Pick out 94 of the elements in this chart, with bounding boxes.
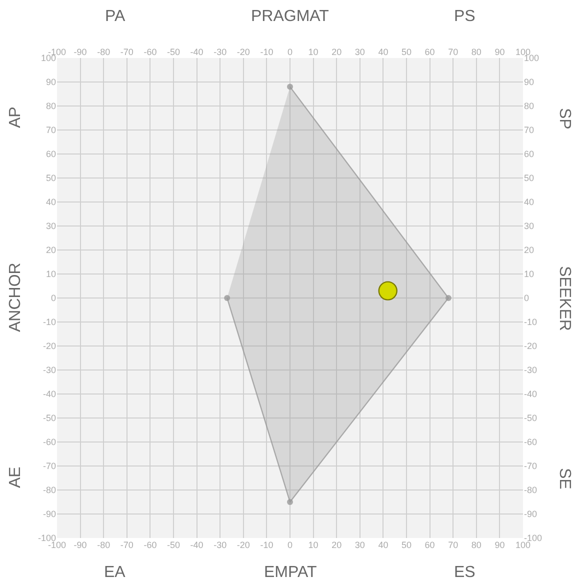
point bbox=[287, 499, 293, 505]
y-tick-label: 90 bbox=[46, 77, 56, 88]
y2-tick-label: 10 bbox=[524, 269, 534, 280]
x-tick-label: -10 bbox=[260, 47, 274, 58]
y2-tick-label: 50 bbox=[524, 173, 534, 184]
x-tick-label: 60 bbox=[424, 47, 435, 58]
x2-tick-label: 40 bbox=[378, 540, 388, 550]
x-tick-label: 70 bbox=[448, 47, 458, 58]
text: EA bbox=[104, 564, 126, 581]
text: ES bbox=[454, 564, 476, 581]
y2-tick-label: -40 bbox=[524, 389, 538, 400]
text: ANCHOR bbox=[7, 262, 24, 332]
x2-tick-label: 20 bbox=[332, 540, 342, 550]
y-tick-label: -10 bbox=[42, 317, 56, 328]
y-tick-label: -20 bbox=[42, 341, 56, 352]
y2-tick-label: -60 bbox=[524, 437, 538, 448]
x-tick-label: -30 bbox=[214, 47, 227, 58]
y-tick-label: -80 bbox=[42, 485, 56, 496]
y-tick-label: 60 bbox=[46, 149, 56, 160]
x-tick-label: 40 bbox=[378, 47, 388, 58]
y-tick-label: -40 bbox=[42, 389, 56, 400]
x-tick-label: 30 bbox=[354, 47, 365, 58]
x2-tick-label: -30 bbox=[214, 540, 227, 550]
x2-tick-label: 80 bbox=[471, 540, 482, 550]
x-tick-label: 20 bbox=[332, 47, 342, 58]
y2-tick-label: 0 bbox=[524, 293, 530, 304]
y-tick-label: 20 bbox=[46, 245, 56, 256]
text: SP bbox=[556, 108, 573, 130]
x-tick-label: -90 bbox=[74, 47, 87, 58]
y2-tick-label: -70 bbox=[524, 461, 538, 472]
text: AE bbox=[7, 466, 24, 488]
x-tick-label: -70 bbox=[120, 47, 134, 58]
x-tick-label: 50 bbox=[401, 47, 412, 58]
x2-tick-label: -90 bbox=[74, 540, 87, 550]
y2-tick-label: 20 bbox=[524, 245, 534, 256]
x-tick-label: -20 bbox=[236, 47, 250, 58]
y2-tick-label: 60 bbox=[524, 149, 534, 160]
point bbox=[378, 281, 398, 300]
x-tick-label: -80 bbox=[97, 47, 110, 58]
y-tick-label: -50 bbox=[42, 413, 56, 424]
x2-tick-label: 0 bbox=[287, 540, 293, 550]
y2-tick-label: -80 bbox=[524, 485, 538, 496]
x2-tick-label: 10 bbox=[308, 540, 318, 550]
x2-tick-label: -20 bbox=[236, 540, 250, 550]
x2-tick-label: 70 bbox=[448, 540, 458, 550]
y2-tick-label: -10 bbox=[524, 317, 538, 328]
y-tick-label: -90 bbox=[42, 509, 56, 520]
y2-tick-label: 30 bbox=[524, 221, 534, 232]
y-tick-label: 10 bbox=[46, 269, 56, 280]
x2-tick-label: -10 bbox=[260, 540, 274, 550]
y2-tick-label: 70 bbox=[524, 125, 534, 136]
y-tick-label: 0 bbox=[50, 293, 56, 304]
y-tick-label: 40 bbox=[46, 197, 56, 208]
x2-tick-label: 30 bbox=[354, 540, 365, 550]
text: SE bbox=[556, 468, 573, 490]
x-tick-label: -40 bbox=[190, 47, 204, 58]
x-tick-label: 10 bbox=[308, 47, 318, 58]
point bbox=[224, 295, 230, 301]
y-tick-label: 70 bbox=[46, 125, 56, 136]
y-tick-label: 80 bbox=[46, 101, 56, 112]
x-tick-label: 90 bbox=[494, 47, 505, 58]
x2-tick-label: 60 bbox=[424, 540, 435, 550]
point bbox=[287, 84, 293, 90]
text: EMPAT bbox=[264, 564, 317, 581]
x-tick-label: -60 bbox=[144, 47, 157, 58]
y2-tick-label: 90 bbox=[524, 77, 534, 88]
text: PA bbox=[105, 8, 126, 25]
x2-tick-label: -80 bbox=[97, 540, 110, 550]
y2-tick-label: -30 bbox=[524, 365, 538, 376]
text: PRAGMAT bbox=[251, 8, 330, 25]
y2-tick-label: -20 bbox=[524, 341, 538, 352]
x-tick-label: 80 bbox=[471, 47, 482, 58]
text: PS bbox=[454, 8, 476, 25]
x2-tick-label: 90 bbox=[494, 540, 505, 550]
y2-tick-label: -90 bbox=[524, 509, 538, 520]
y-tick-label: 30 bbox=[46, 221, 56, 232]
x2-tick-label: -70 bbox=[120, 540, 134, 550]
y-tick-label: 50 bbox=[46, 173, 56, 184]
y2-tick-label: 40 bbox=[524, 197, 534, 208]
point bbox=[445, 295, 452, 301]
text: SEEKER bbox=[556, 266, 573, 331]
y2-tick-label: 80 bbox=[524, 101, 534, 112]
text: AP bbox=[7, 106, 24, 128]
x2-tick-label: -60 bbox=[144, 540, 157, 550]
y2-tick-label: -50 bbox=[524, 413, 538, 424]
x2-tick-label: -50 bbox=[166, 540, 180, 550]
y-tick-label: -60 bbox=[42, 437, 56, 448]
y-tick-label: -100 bbox=[38, 533, 56, 544]
x2-tick-label: -40 bbox=[190, 540, 204, 550]
x-tick-label: 0 bbox=[287, 47, 293, 58]
x-tick-label: -50 bbox=[166, 47, 180, 58]
y-tick-label: -30 bbox=[42, 365, 56, 376]
y-tick-label: -70 bbox=[42, 461, 56, 472]
x2-tick-label: 50 bbox=[401, 540, 412, 550]
